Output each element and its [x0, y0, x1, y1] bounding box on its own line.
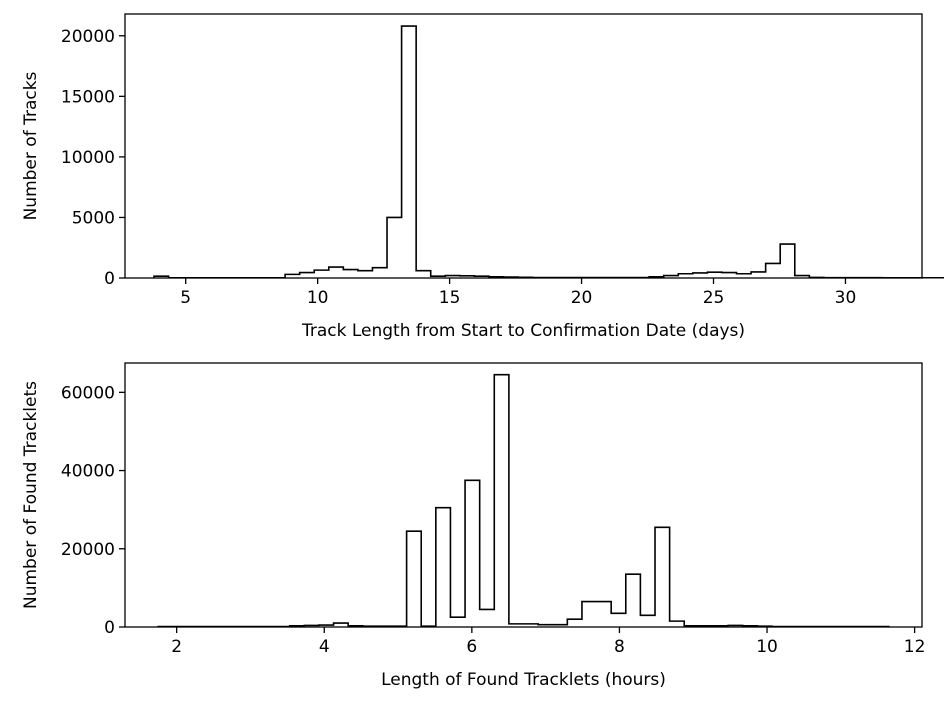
bottom-x-tick-label: 8	[614, 637, 625, 657]
top-histogram-bin	[693, 273, 708, 278]
top-y-tick-label: 5000	[72, 208, 115, 228]
bottom-y-axis-label: Number of Found Tracklets	[21, 381, 41, 609]
top-histogram-bin	[358, 271, 373, 278]
top-x-tick-label: 15	[439, 288, 461, 308]
top-x-tick-label: 20	[571, 288, 593, 308]
bottom-histogram-panel: Length of Found Tracklets (hours) Number…	[21, 362, 926, 690]
bottom-x-tick-label: 2	[171, 637, 182, 657]
bottom-histogram-bin	[655, 527, 670, 627]
bottom-histogram-bin	[567, 619, 582, 627]
bottom-x-axis-label: Length of Found Tracklets (hours)	[381, 670, 666, 690]
top-histogram-bin	[387, 217, 402, 278]
top-y-tick-label: 10000	[61, 148, 115, 168]
bottom-histogram-bin	[436, 508, 451, 627]
top-histogram-step	[153, 25, 944, 279]
bottom-histogram-bin	[670, 621, 685, 627]
top-y-tick-label: 0	[104, 269, 115, 289]
bottom-axes-frame	[124, 362, 923, 628]
top-histogram-bin	[343, 270, 358, 278]
top-histogram-bin	[402, 26, 417, 278]
top-histogram-bin	[416, 271, 431, 278]
bottom-x-tick-label: 6	[466, 637, 477, 657]
bottom-y-tick-label: 40000	[61, 462, 115, 482]
top-histogram-bin	[372, 268, 387, 278]
top-x-axis-label: Track Length from Start to Confirmation …	[301, 321, 745, 341]
top-x-tick-label: 25	[703, 288, 725, 308]
bottom-histogram-bin	[626, 574, 641, 627]
top-histogram-bin	[314, 270, 329, 278]
bottom-x-tick-label: 12	[904, 637, 926, 657]
top-y-axis-label: Number of Tracks	[21, 71, 41, 220]
bottom-histogram-bin	[450, 617, 465, 627]
bottom-histogram-step	[157, 373, 890, 628]
top-histogram-bin	[780, 244, 795, 278]
bottom-histogram-bin	[582, 602, 597, 627]
bottom-histogram-bin	[640, 615, 655, 627]
top-x-tick-label: 5	[180, 288, 191, 308]
top-histogram-bin	[751, 272, 766, 278]
top-x-tick-label: 30	[835, 288, 857, 308]
top-histogram-bin	[300, 273, 315, 278]
bottom-histogram-bin	[407, 531, 422, 627]
top-x-tick-label: 10	[307, 288, 329, 308]
bottom-histogram-bin	[611, 613, 626, 627]
top-histogram-bin	[329, 267, 344, 278]
bottom-histogram-bin	[597, 602, 612, 627]
top-histogram-bin	[766, 263, 781, 278]
top-axes-frame	[124, 13, 923, 279]
bottom-histogram-bin	[465, 480, 480, 627]
top-histogram-bin	[707, 272, 722, 278]
bottom-histogram-bin	[494, 375, 509, 627]
bottom-x-tick-label: 4	[319, 637, 330, 657]
bottom-histogram-bin	[480, 609, 495, 627]
bottom-x-tick-label: 10	[756, 637, 778, 657]
top-y-tick-label: 20000	[61, 27, 115, 47]
bottom-y-tick-label: 0	[104, 618, 115, 638]
bottom-y-tick-label: 20000	[61, 540, 115, 560]
top-y-tick-label: 15000	[61, 87, 115, 107]
top-histogram-bin	[722, 273, 737, 278]
top-histogram-panel: Track Length from Start to Confirmation …	[21, 13, 944, 341]
bottom-y-tick-label: 60000	[61, 383, 115, 403]
